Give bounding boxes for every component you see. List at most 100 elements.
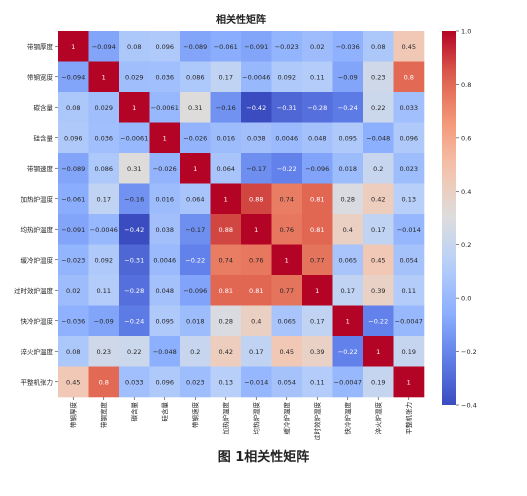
- heatmap-cell: [119, 122, 150, 154]
- heatmap-cell: [393, 31, 425, 62]
- cell-value-label: 0.31: [188, 104, 202, 112]
- cell-value-label: −0.048: [153, 348, 177, 356]
- cell-value-label: 0.88: [249, 195, 263, 203]
- heatmap-cell: [210, 122, 242, 154]
- cell-value-label: −0.094: [92, 43, 116, 51]
- cell-value-label: 0.029: [125, 73, 144, 81]
- heatmap-cell: [332, 305, 364, 337]
- y-tick-label: 快冷炉温度: [21, 316, 54, 325]
- cell-value-label: 0.11: [310, 378, 324, 386]
- cell-value-label: −0.28: [307, 104, 327, 112]
- cell-value-label: −0.24: [124, 317, 144, 325]
- heatmap-cell: [393, 244, 425, 276]
- cell-value-label: 0.086: [94, 165, 113, 173]
- cell-value-label: 0.42: [219, 348, 233, 356]
- cell-value-label: 0.086: [186, 73, 205, 81]
- colorbar-tick-label: 0.0: [461, 295, 471, 303]
- cell-value-label: 0.17: [97, 195, 111, 203]
- cell-value-label: 0.4: [343, 226, 353, 234]
- cell-value-label: 0.22: [127, 348, 141, 356]
- heatmap-cell: [241, 92, 272, 123]
- colorbar-tick-label: 0.6: [461, 134, 471, 142]
- heatmap-cell: [241, 336, 272, 367]
- y-tick-label: 带钢宽度: [27, 72, 54, 81]
- y-tick-label: 加热炉温度: [21, 194, 54, 203]
- heatmap-cell: [88, 183, 120, 215]
- heatmap-cell: [119, 366, 150, 398]
- cell-value-label: 0.054: [399, 256, 418, 264]
- x-tick-label: 快冷炉温度: [343, 402, 352, 435]
- cell-value-label: −0.22: [338, 348, 358, 356]
- y-tick-label: 缓冷炉温度: [21, 255, 54, 264]
- heatmap-cell: [393, 122, 425, 154]
- heatmap-cell: [149, 153, 181, 184]
- cell-value-label: 0.08: [371, 43, 385, 51]
- heatmap-cell: [363, 61, 394, 93]
- heatmap-cell: [119, 214, 150, 245]
- heatmap-cell: [210, 214, 242, 245]
- heatmap-cell: [119, 336, 150, 367]
- cell-value-label: 1: [193, 165, 197, 173]
- cell-value-label: −0.09: [94, 317, 114, 325]
- heatmap-cell: [58, 366, 89, 398]
- cell-value-label: −0.096: [183, 287, 207, 295]
- cell-value-label: 0.11: [97, 287, 111, 295]
- cell-value-label: 0.17: [219, 73, 233, 81]
- x-tick-label: 均热炉温度: [252, 402, 261, 435]
- heatmap-cell: [88, 244, 120, 276]
- heatmap-cell: [393, 153, 425, 184]
- cell-value-label: −0.026: [183, 134, 207, 142]
- heatmap-cell: [393, 183, 425, 215]
- chart-title: 相关性矩阵: [216, 13, 266, 26]
- cell-value-label: 0.17: [249, 348, 263, 356]
- cell-value-label: −0.22: [368, 317, 388, 325]
- heatmap-cell: [363, 31, 394, 62]
- cell-value-label: 0.31: [127, 165, 141, 173]
- colorbar-tick-label: −0.2: [461, 348, 477, 356]
- heatmap-cell: [58, 305, 89, 337]
- cell-value-label: 0.74: [280, 195, 294, 203]
- heatmap-cell: [149, 366, 181, 398]
- heatmap-cell: [149, 183, 181, 215]
- y-tick-label: 平整机张力: [21, 377, 54, 386]
- heatmap-cell: [393, 214, 425, 245]
- cell-value-label: −0.048: [366, 134, 390, 142]
- heatmap-cell: [210, 305, 242, 337]
- heatmap-cell: [363, 122, 394, 154]
- y-tick-label: 均热炉温度: [21, 225, 54, 234]
- cell-value-label: 0.08: [66, 104, 80, 112]
- cell-value-label: 0.39: [310, 348, 324, 356]
- cell-value-label: −0.28: [124, 287, 144, 295]
- heatmap-cell: [271, 61, 303, 93]
- heatmap-cell: [271, 214, 303, 245]
- heatmap-cell: [302, 244, 333, 276]
- cell-value-label: 0.048: [155, 287, 174, 295]
- cell-value-label: −0.061: [61, 195, 85, 203]
- cell-value-label: 0.029: [94, 104, 113, 112]
- heatmap-cell: [363, 183, 394, 215]
- heatmap-cell: [302, 153, 333, 184]
- heatmap-cell: [241, 183, 272, 215]
- heatmap-cell: [363, 275, 394, 306]
- heatmap-cell: [210, 336, 242, 367]
- heatmap-cell: [332, 153, 364, 184]
- heatmap-cell: [302, 214, 333, 245]
- cell-value-label: 0.81: [219, 287, 233, 295]
- cell-value-label: 0.036: [155, 73, 174, 81]
- cell-value-label: −0.17: [246, 165, 266, 173]
- heatmap-cell: [332, 122, 364, 154]
- y-tick-label: 淬火炉温度: [21, 347, 54, 356]
- cell-value-label: 0.23: [97, 348, 111, 356]
- cell-value-label: 0.096: [155, 378, 174, 386]
- colorbar: [442, 31, 456, 405]
- x-tick-label: 带钢速度: [191, 402, 200, 429]
- figure-caption: 图 1相关性矩阵: [217, 450, 310, 465]
- cell-value-label: 0.76: [249, 256, 263, 264]
- cell-value-label: −0.026: [153, 165, 177, 173]
- cell-value-label: 0.2: [190, 348, 200, 356]
- cell-value-label: 0.092: [94, 256, 113, 264]
- cell-value-label: 0.064: [216, 165, 235, 173]
- x-tick-label: 平整机张力: [404, 402, 413, 435]
- cell-value-label: 0.81: [249, 287, 263, 295]
